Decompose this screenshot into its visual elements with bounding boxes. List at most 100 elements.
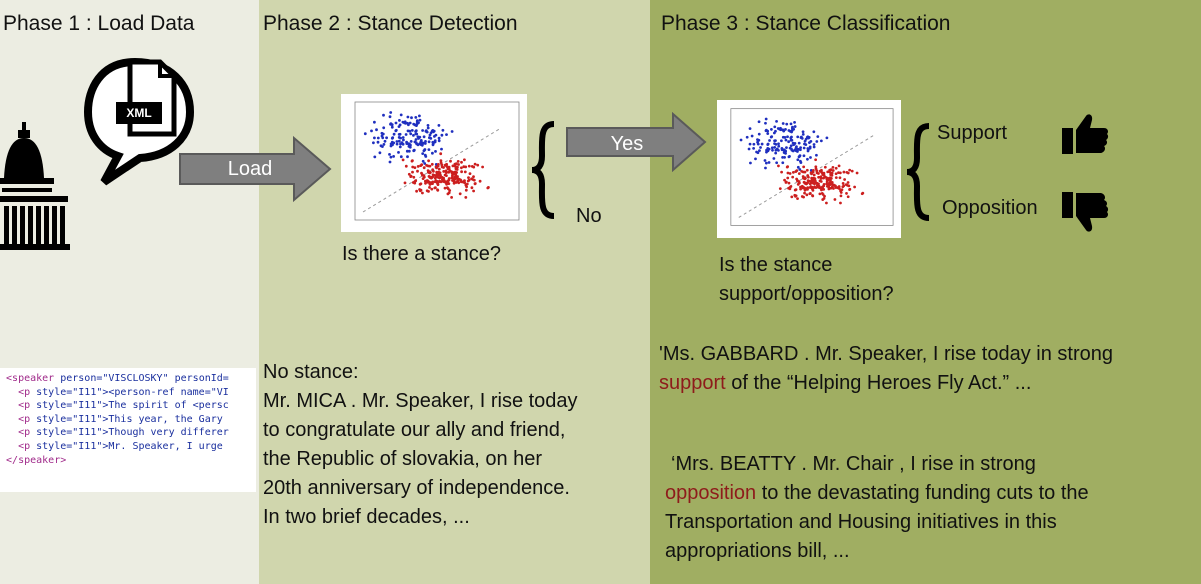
scatter-point bbox=[407, 172, 411, 176]
scatter-point bbox=[388, 115, 392, 119]
scatter-point bbox=[767, 161, 771, 164]
scatter-point bbox=[423, 162, 427, 165]
scatter-point bbox=[397, 139, 401, 143]
scatter-point bbox=[437, 167, 441, 171]
opposition-example: ‘Mrs. BEATTY . Mr. Chair , I rise in str… bbox=[665, 450, 1089, 566]
scatter-point bbox=[827, 187, 831, 191]
scatter-point bbox=[812, 186, 816, 190]
scatter-point bbox=[805, 168, 809, 172]
scatter-point bbox=[829, 179, 832, 182]
scatter-point bbox=[414, 141, 418, 145]
yes-arrow-label: Yes bbox=[610, 133, 644, 155]
scatter-point bbox=[381, 145, 384, 148]
scatter-point bbox=[372, 141, 375, 145]
scatter-point bbox=[415, 189, 418, 193]
scatter-point bbox=[811, 169, 815, 172]
scatter-point bbox=[439, 180, 443, 184]
scatter-point bbox=[770, 146, 774, 150]
scatter-point bbox=[803, 177, 807, 181]
scatter-point bbox=[780, 139, 783, 143]
scatter-point bbox=[809, 140, 813, 143]
scatter-point bbox=[792, 127, 796, 131]
scatter-point bbox=[401, 158, 405, 162]
scatter-point bbox=[416, 165, 420, 168]
scatter-point bbox=[392, 155, 395, 158]
scatter-point bbox=[452, 179, 456, 183]
scatter-point bbox=[830, 174, 834, 177]
scatter-point bbox=[791, 175, 795, 179]
scatter-point bbox=[440, 133, 444, 137]
scatter-point bbox=[799, 187, 802, 191]
code-line: <speaker person="VISCLOSKY" personId= bbox=[6, 373, 229, 384]
scatter-point bbox=[383, 139, 387, 143]
scatter-point bbox=[404, 133, 408, 136]
scatter-point bbox=[486, 186, 490, 190]
scatter-point bbox=[795, 145, 798, 149]
scatter-point bbox=[381, 132, 385, 136]
phase-1-title: Phase 1 : Load Data bbox=[3, 12, 195, 35]
scatter-point bbox=[789, 144, 793, 148]
scatter-point bbox=[419, 164, 423, 167]
scatter-point bbox=[794, 170, 798, 173]
scatter-point bbox=[821, 198, 825, 201]
scatter-point bbox=[739, 138, 743, 142]
scatter-point bbox=[791, 149, 795, 153]
scatter-point bbox=[752, 147, 755, 150]
scatter-point bbox=[436, 188, 439, 192]
scatter-point bbox=[408, 129, 412, 133]
scatter-point bbox=[434, 150, 437, 153]
scatter-point bbox=[447, 177, 451, 180]
opposition-label: Opposition bbox=[942, 197, 1038, 219]
scatter-point bbox=[803, 191, 806, 195]
scatter-point bbox=[420, 171, 423, 175]
scatter-point bbox=[822, 171, 826, 175]
scatter-point bbox=[826, 176, 829, 180]
scatter-point bbox=[405, 142, 409, 145]
thumbs-down-icon bbox=[1062, 192, 1109, 232]
no-stance-example-line: 20th anniversary of independence. bbox=[263, 477, 570, 499]
scatter-point bbox=[775, 147, 779, 151]
scatter-point bbox=[418, 114, 421, 118]
scatter-point bbox=[447, 182, 451, 185]
scatter-point bbox=[822, 176, 825, 180]
scatter-point bbox=[399, 136, 402, 140]
scatter-point bbox=[839, 194, 843, 198]
scatter-point bbox=[454, 173, 458, 176]
scatter-point bbox=[394, 129, 398, 133]
opposition-example-line-3: Transportation and Housing initiatives i… bbox=[665, 511, 1057, 533]
scatter-point bbox=[789, 138, 793, 142]
scatter-point bbox=[432, 130, 435, 134]
scatter-point bbox=[428, 164, 432, 168]
thumbs-up-icon bbox=[1062, 114, 1109, 154]
scatter-point bbox=[806, 149, 810, 153]
scatter-point bbox=[392, 141, 396, 145]
scatter-point bbox=[456, 176, 459, 180]
scatter-point bbox=[438, 171, 442, 175]
scatter-point bbox=[431, 140, 435, 144]
scatter-point bbox=[780, 148, 784, 152]
scatter-point bbox=[442, 170, 446, 173]
scatter-point bbox=[414, 138, 418, 141]
no-stance-example-line: to congratulate our ally and friend, bbox=[263, 419, 566, 441]
scatter-point bbox=[397, 151, 400, 154]
phase-2-title: Phase 2 : Stance Detection bbox=[263, 12, 518, 35]
scatter-point bbox=[808, 192, 812, 196]
scatter-point bbox=[399, 155, 403, 159]
scatter-point bbox=[422, 149, 426, 153]
scatter-point bbox=[437, 180, 441, 184]
scatter-point bbox=[846, 181, 850, 184]
scatter-point bbox=[764, 166, 767, 170]
scatter-point bbox=[429, 137, 433, 140]
scatter-point bbox=[404, 164, 408, 168]
scatter-point bbox=[382, 126, 386, 130]
scatter-point bbox=[413, 166, 417, 169]
scatter-point bbox=[831, 169, 835, 172]
scatter-point bbox=[748, 127, 752, 131]
scatter-point bbox=[846, 195, 850, 199]
scatter-point bbox=[415, 124, 418, 127]
scatter-point bbox=[809, 156, 812, 159]
scatter-point bbox=[785, 122, 789, 126]
scatter-point bbox=[439, 152, 443, 156]
scatter-point bbox=[407, 123, 410, 127]
scatter-point bbox=[411, 165, 415, 169]
